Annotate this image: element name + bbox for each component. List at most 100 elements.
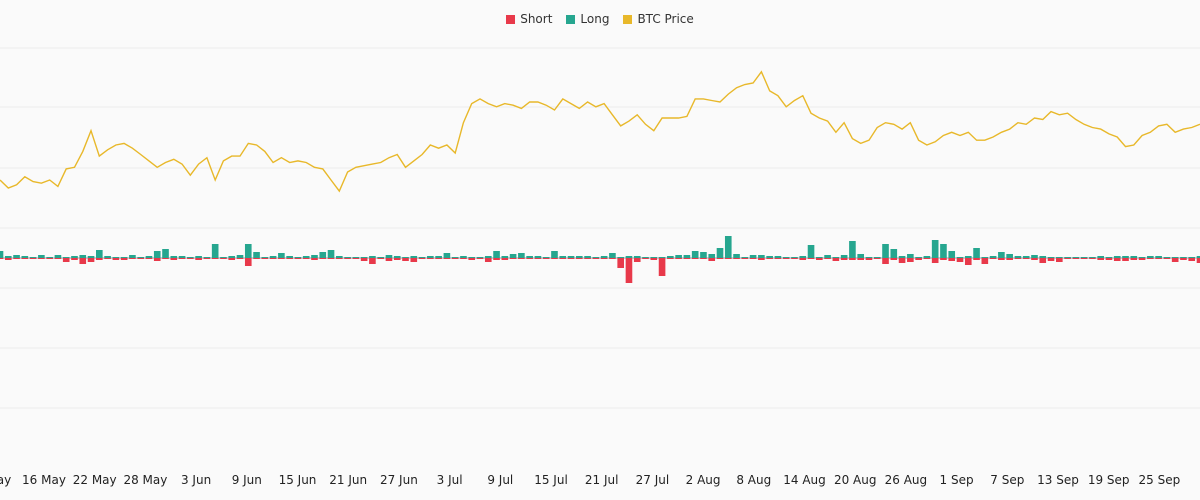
long-bar — [617, 257, 624, 258]
short-bar — [923, 258, 931, 259]
long-bar — [1031, 255, 1038, 258]
legend-item-short[interactable]: Short — [506, 12, 552, 26]
long-bar — [253, 252, 260, 258]
x-tick-label: 15 Jul — [534, 473, 568, 487]
x-tick-label: 26 Aug — [885, 473, 928, 487]
long-bar — [1089, 257, 1096, 258]
long-bar — [377, 257, 384, 258]
short-bar — [402, 258, 409, 261]
long-bar — [774, 256, 782, 258]
short-bar — [1138, 258, 1146, 260]
long-bar — [294, 257, 302, 258]
long-bar — [1080, 257, 1088, 258]
long-bar — [1122, 256, 1129, 258]
short-bar — [998, 258, 1005, 260]
long-bar — [526, 256, 533, 258]
long-bar — [385, 255, 393, 258]
long-bar — [104, 256, 111, 258]
long-bar — [96, 250, 103, 258]
x-tick-label: 20 Aug — [834, 473, 877, 487]
short-bar — [261, 258, 269, 259]
long-bar — [1014, 256, 1022, 258]
long-bar — [956, 257, 964, 258]
long-bar — [782, 257, 790, 258]
short-bar — [915, 258, 922, 260]
short-bar — [708, 258, 716, 261]
long-bar — [1196, 256, 1200, 258]
long-bar — [129, 255, 136, 258]
short-bar — [137, 258, 144, 259]
long-bar — [170, 256, 178, 258]
long-bar — [220, 257, 227, 258]
short-bar — [360, 258, 368, 261]
short-bar — [931, 258, 939, 263]
short-bar — [882, 258, 889, 264]
short-bar — [625, 258, 633, 283]
long-bar — [228, 256, 236, 258]
x-tick-label: 14 Aug — [783, 473, 826, 487]
short-bar — [220, 258, 227, 259]
long-bar — [203, 257, 211, 258]
long-bar — [667, 256, 674, 258]
long-bar — [1138, 257, 1146, 258]
short-bar — [62, 258, 70, 262]
short-bar — [832, 258, 840, 261]
long-bar — [54, 255, 62, 258]
legend-item-btc-price[interactable]: BTC Price — [623, 12, 694, 26]
short-bar — [468, 258, 476, 260]
long-bar — [600, 256, 608, 258]
long-bar — [857, 254, 864, 258]
long-bar — [278, 253, 285, 258]
short-bar — [1097, 258, 1104, 260]
short-bar — [724, 258, 732, 259]
short-bar — [410, 258, 418, 262]
short-bar — [1080, 258, 1088, 259]
short-bar — [964, 258, 972, 265]
short-bar — [311, 258, 318, 260]
short-bar — [129, 258, 136, 259]
short-bar — [873, 258, 881, 259]
short-bar — [87, 258, 95, 262]
short-bar — [1180, 258, 1187, 260]
short-bar — [79, 258, 87, 264]
short-bar — [766, 258, 773, 259]
short-bar — [236, 258, 244, 259]
long-bar — [940, 244, 947, 258]
long-bar — [435, 256, 442, 258]
short-bar — [816, 258, 823, 260]
long-bar — [1064, 257, 1071, 258]
long-bar — [1130, 256, 1138, 258]
x-tick-label: 9 Jul — [487, 473, 513, 487]
long-bar — [87, 256, 95, 258]
long-bar — [849, 241, 856, 258]
short-bar — [393, 258, 401, 260]
long-bar — [112, 257, 120, 258]
short-bar — [807, 258, 815, 259]
long-bar — [989, 256, 997, 258]
short-bar — [145, 258, 153, 259]
long-bar — [890, 249, 898, 258]
short-bar — [1113, 258, 1121, 261]
long-bar — [13, 255, 20, 258]
short-bar — [195, 258, 202, 260]
legend-label-short: Short — [520, 12, 553, 26]
short-bar — [162, 258, 169, 259]
short-bar — [518, 258, 525, 259]
long-bar — [642, 257, 649, 258]
x-tick-label: ay — [0, 473, 11, 487]
long-bar — [1188, 257, 1196, 258]
long-bar — [609, 253, 616, 258]
long-bar — [402, 257, 409, 258]
long-bar — [973, 248, 980, 258]
long-bar — [29, 257, 37, 258]
short-bar — [551, 258, 558, 259]
legend-item-long[interactable]: Long — [566, 12, 609, 26]
long-bar — [21, 256, 29, 258]
long-bar — [559, 256, 567, 258]
legend-label-long: Long — [580, 12, 610, 26]
short-bar — [38, 258, 45, 259]
long-bar — [244, 244, 252, 258]
long-bar — [369, 256, 376, 258]
short-bar — [824, 258, 831, 259]
short-bar — [120, 258, 128, 260]
